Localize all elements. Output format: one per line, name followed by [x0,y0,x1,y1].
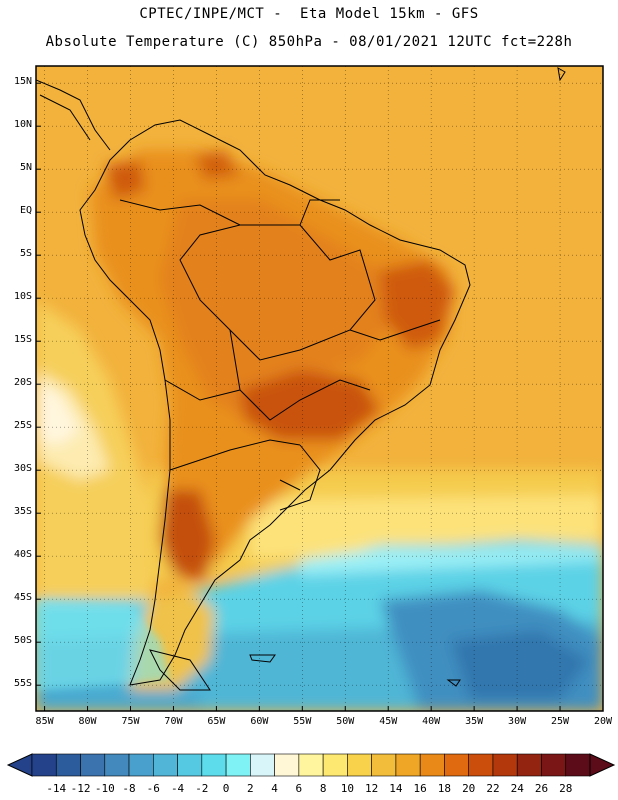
lon-label: 60W [250,716,269,727]
lat-lon-grid [36,66,603,711]
lon-label: 70W [164,716,183,727]
chart-subtitle: Absolute Temperature (C) 850hPa - 08/01/… [45,34,573,50]
lon-label: 40W [422,716,441,727]
colorbar-tick-label: 28 [559,782,573,795]
colorbar-tick-label: 20 [462,782,476,795]
colorbar-swatch [250,753,275,777]
lat-label: 5N [19,162,32,174]
colorbar-tick-label: 24 [510,782,524,795]
colorbar-tick-label: 22 [486,782,500,795]
lon-label: 55W [293,716,312,727]
colorbar-swatch [201,753,227,777]
lat-label: 35S [13,506,32,518]
lat-label: 55S [13,678,32,690]
colorbar-arrow-high [589,753,616,777]
colorbar-swatch [274,753,300,777]
colorbar-tick-label: -6 [146,782,160,795]
colorbar-swatch [298,753,324,777]
colorbar-swatch [80,753,106,777]
colorbar-swatch [55,753,81,777]
colorbar-swatch [322,753,348,777]
colorbar-tick-label: -2 [195,782,209,795]
colorbar-swatch [347,753,372,777]
colorbar-tick-label: 8 [319,782,327,795]
colorbar-arrow-low [6,753,33,777]
colorbar-tick-label: 10 [340,782,355,795]
colorbar-swatch [153,753,178,777]
colorbar-swatch [104,753,130,777]
colorbar-tick-label: -10 [94,782,115,795]
colorbar-swatch [128,753,154,777]
colorbar-tick-label: 2 [247,782,254,795]
lat-label: 15N [13,76,32,88]
colorbar-tick-label: 26 [534,782,549,795]
lat-label: 45S [13,592,32,604]
colorbar-swatch [444,753,469,777]
colorbar-swatch [516,753,542,777]
lon-label: 45W [379,716,398,727]
colorbar-tick-label: 6 [295,782,303,795]
colorbar-swatch [395,753,421,777]
colorbar-tick-label: 18 [437,782,452,795]
temperature-field [36,66,603,711]
lat-label: 40S [13,549,32,561]
lat-label: 5S [19,248,32,260]
lon-label: 75W [121,716,140,727]
colorbar-tick-label: 12 [365,782,379,795]
lat-label: 10N [13,119,32,131]
colorbar-swatch [541,753,567,777]
colorbar-swatch [31,753,57,777]
lon-label: 30W [508,716,527,727]
colorbar-swatch [371,753,397,777]
colorbar-swatch [419,753,445,777]
lat-label: 10S [13,291,32,303]
colorbar-swatch [492,753,518,777]
colorbar-tick-label: -12 [70,782,91,795]
lon-label: 35W [465,716,484,727]
colorbar-tick-label: -14 [46,782,67,795]
colorbar-tick-label: -8 [122,782,136,795]
lon-label: 85W [35,716,54,727]
lon-label: 65W [207,716,226,727]
lon-label: 20W [593,716,613,727]
lat-label: 25S [13,420,32,432]
lat-label: 20S [13,377,32,389]
lat-label: 50S [13,635,32,647]
lat-label: 30S [13,463,32,475]
coastline [36,67,566,691]
lon-label: 50W [336,716,355,727]
colorbar-tick-label: -4 [170,782,185,795]
colorbar [6,753,616,777]
lon-label: 80W [78,716,97,727]
lat-label: EQ [19,205,32,217]
chart-title: CPTEC/INPE/MCT - Eta Model 15km - GFS [139,6,479,22]
colorbar-tick-label: 4 [271,782,278,795]
colorbar-tick-label: 14 [389,782,403,795]
colorbar-swatch [225,753,251,777]
colorbar-tick-label: 0 [222,782,230,795]
colorbar-swatch [177,753,203,777]
lon-label: 25W [551,716,570,727]
lat-label: 15S [13,334,32,346]
map-frame [35,65,604,712]
colorbar-tick-label: 16 [413,782,427,795]
colorbar-swatch [468,753,494,777]
colorbar-swatch [565,753,591,777]
